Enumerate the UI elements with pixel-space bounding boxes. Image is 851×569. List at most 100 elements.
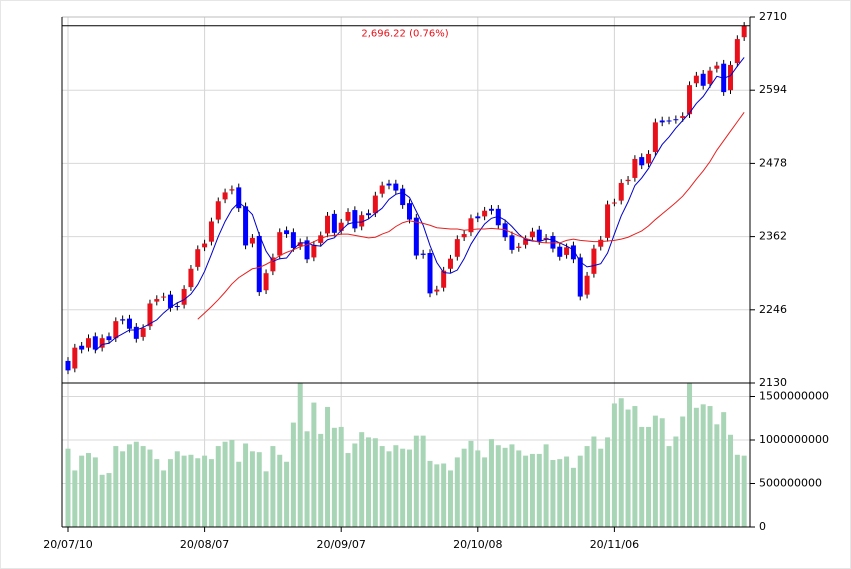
candle-body xyxy=(577,257,583,297)
volume-bar xyxy=(577,455,583,527)
volume-bar xyxy=(447,470,453,527)
volume-bar xyxy=(304,431,310,527)
volume-bar xyxy=(359,432,365,527)
candle-body xyxy=(529,231,535,238)
candle-body xyxy=(372,195,378,214)
y-tick-label: 500000000 xyxy=(759,476,822,489)
candle-body xyxy=(195,249,201,267)
candle-body xyxy=(741,25,747,38)
candle-body xyxy=(475,216,481,219)
candle-body xyxy=(147,303,153,327)
candle-body xyxy=(734,39,740,64)
volume-bar xyxy=(195,458,201,527)
candle-body xyxy=(311,244,317,258)
volume-bar xyxy=(557,459,563,527)
candle-body xyxy=(632,158,638,178)
volume-bar xyxy=(229,439,235,527)
volume-bar xyxy=(714,424,720,527)
volume-bar xyxy=(386,451,392,527)
volume-bar xyxy=(161,470,167,527)
volume-bar xyxy=(202,455,208,527)
candle-body xyxy=(564,247,570,255)
volume-bar xyxy=(243,443,249,527)
volume-bar xyxy=(188,454,194,527)
volume-bar xyxy=(468,440,474,527)
candle-body xyxy=(243,206,249,246)
candle-body xyxy=(140,328,146,337)
candle-body xyxy=(646,153,652,164)
y-tick-label: 2362 xyxy=(759,230,787,243)
candle-body xyxy=(229,189,235,191)
y-tick-label: 1500000000 xyxy=(759,389,829,402)
volume-bar xyxy=(99,474,105,527)
moving-average-line xyxy=(94,57,745,352)
volume-bar xyxy=(372,438,378,527)
volume-bar xyxy=(632,406,638,527)
volume-bar xyxy=(325,406,331,527)
candle-body xyxy=(256,235,262,293)
volume-bar xyxy=(236,461,242,527)
candle-body xyxy=(154,299,160,302)
candle-body xyxy=(673,119,679,121)
candle-body xyxy=(557,246,563,257)
candle-body xyxy=(482,210,488,217)
volume-bar xyxy=(331,427,337,527)
x-tick-label: 20/09/07 xyxy=(316,538,365,551)
candle-body xyxy=(420,253,426,255)
volume-bar xyxy=(639,426,645,527)
volume-bar xyxy=(700,404,706,527)
candle-body xyxy=(359,215,365,227)
x-tick-label: 20/11/06 xyxy=(590,538,639,551)
candle-body xyxy=(297,242,303,247)
volume-bar xyxy=(284,461,290,527)
volume-bar xyxy=(693,407,699,527)
volume-bar xyxy=(140,446,146,527)
candle-body xyxy=(345,211,351,221)
volume-bar xyxy=(133,441,139,527)
candle-body xyxy=(263,273,269,291)
volume-bar xyxy=(420,435,426,527)
candle-body xyxy=(652,122,658,153)
candle-body xyxy=(666,120,672,122)
volume-bar xyxy=(721,412,727,527)
candle-body xyxy=(502,223,508,238)
volume-bar xyxy=(707,406,713,527)
candle-body xyxy=(188,268,194,288)
volume-bar xyxy=(461,448,467,527)
candle-body xyxy=(120,319,126,321)
volume-bar xyxy=(584,446,590,527)
x-tick-label: 20/07/10 xyxy=(43,538,92,551)
volume-bar xyxy=(318,433,324,527)
candle-body xyxy=(625,179,631,182)
volume-bar xyxy=(529,453,535,527)
volume-bar xyxy=(680,416,686,527)
y-tick-label: 2246 xyxy=(759,303,787,316)
candle-body xyxy=(605,204,611,238)
candle-body xyxy=(639,157,645,166)
candle-body xyxy=(126,318,132,329)
candle-body xyxy=(441,270,447,288)
volume-bar xyxy=(407,449,412,527)
volume-bar xyxy=(277,454,283,527)
volume-bar xyxy=(734,454,740,527)
volume-bar xyxy=(167,459,173,527)
candle-body xyxy=(680,116,686,118)
volume-bar xyxy=(256,452,262,527)
candle-body xyxy=(318,235,324,243)
volume-bar xyxy=(92,457,98,527)
volume-bar xyxy=(379,446,385,527)
candle-body xyxy=(92,336,98,350)
candle-body xyxy=(290,232,296,248)
candle-body xyxy=(427,253,433,294)
candle-body xyxy=(79,345,85,350)
volume-bar xyxy=(263,471,269,527)
volume-bar xyxy=(666,446,672,527)
candle-body xyxy=(270,257,276,272)
y-tick-label: 2130 xyxy=(759,376,787,389)
volume-bar xyxy=(605,437,611,527)
candle-body xyxy=(249,237,255,244)
volume-bar xyxy=(652,415,658,527)
volume-bar xyxy=(570,467,576,527)
candle-body xyxy=(550,235,556,249)
